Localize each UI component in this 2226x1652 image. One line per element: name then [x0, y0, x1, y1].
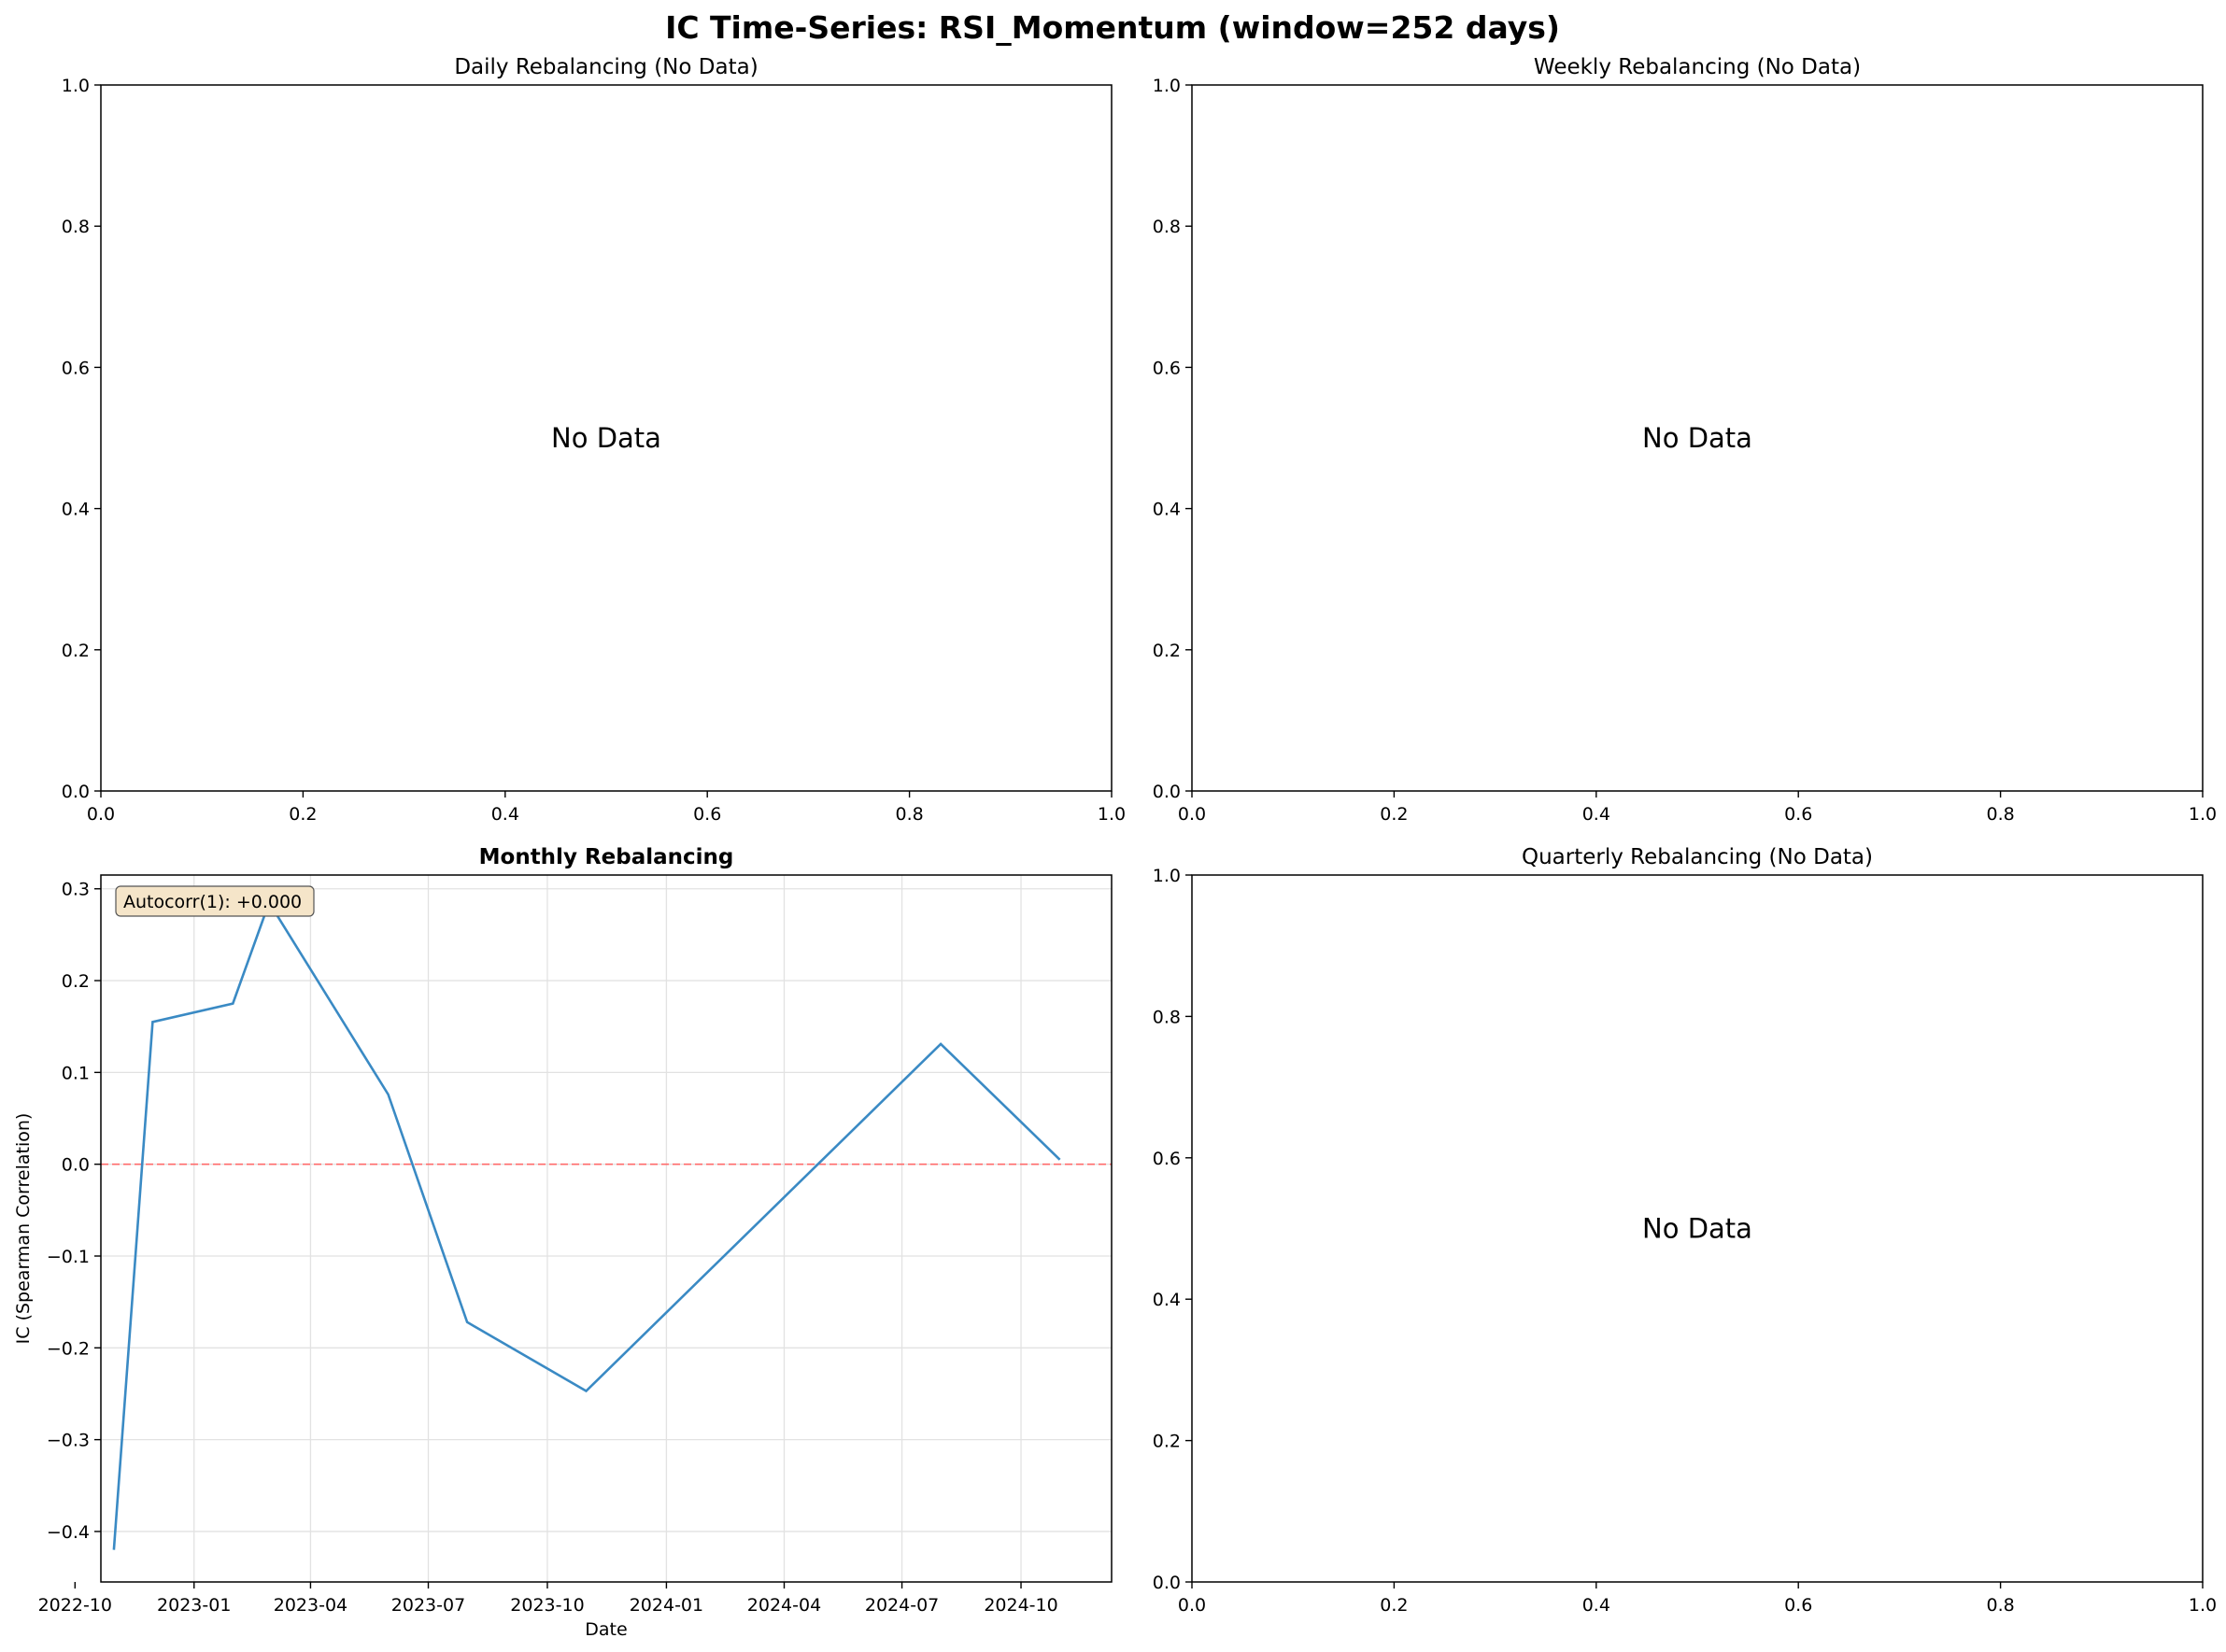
- subplot-title: Quarterly Rebalancing (No Data): [1522, 845, 1873, 869]
- ic-series-line: [112, 899, 1061, 1550]
- x-tick-label: 0.6: [1784, 804, 1812, 825]
- y-tick-label: 0.4: [1153, 500, 1181, 520]
- subplot-4: Quarterly Rebalancing (No Data) 0.0 0.2 0.4…: [1153, 845, 2217, 1616]
- y-tick-label: 0.8: [62, 217, 90, 237]
- subplot-title: Weekly Rebalancing (No Data): [1534, 55, 1861, 79]
- subplot-title: Monthly Rebalancing: [479, 845, 734, 869]
- x-tick-label: 0.2: [289, 804, 317, 825]
- x-tick-label: 2024-07: [865, 1595, 939, 1616]
- y-tick-label: 0.2: [1153, 641, 1181, 661]
- subplot-2: Weekly Rebalancing (No Data) 0.0 0.2 0.4 0.6…: [1153, 55, 2217, 825]
- x-tick-label: 0.0: [1178, 804, 1206, 825]
- y-tick-label: 0.0: [1153, 1573, 1181, 1593]
- x-tick-label: 0.2: [1380, 1595, 1408, 1616]
- x-tick-label: 0.0: [1178, 1595, 1206, 1616]
- y-tick-label: 0.6: [1153, 358, 1181, 378]
- x-tick-label: 2023-07: [391, 1595, 465, 1616]
- y-tick-label: 0.1: [62, 1063, 90, 1083]
- x-tick-label: 0.4: [1582, 804, 1610, 825]
- x-tick-label: 0.4: [1582, 1595, 1610, 1616]
- y-tick-label: 0.0: [62, 782, 90, 802]
- x-tick-label: 2022-10: [38, 1595, 112, 1616]
- axes-frame: [100, 874, 1113, 1583]
- x-tick-label: 0.0: [87, 804, 115, 825]
- x-tick-label: 0.4: [491, 804, 519, 825]
- x-tick-label: 0.8: [895, 804, 923, 825]
- x-tick-label: 0.6: [693, 804, 721, 825]
- figure-title: IC Time-Series: RSI_Momentum (window=252…: [665, 9, 1560, 46]
- y-tick-label: 1.0: [1153, 866, 1181, 886]
- x-tick-label: 0.2: [1380, 804, 1408, 825]
- annotation-text: Autocorr(1): +0.000: [123, 892, 302, 912]
- subplot-grid: Daily Rebalancing (No Data) 0.0 0.2 0.4 0.6 0…: [13, 55, 2217, 1640]
- y-tick-label: −0.1: [47, 1247, 90, 1267]
- y-tick-label: 1.0: [62, 76, 90, 96]
- x-tick-label: 0.8: [1986, 1595, 2014, 1616]
- x-tick-label: 0.6: [1784, 1595, 1812, 1616]
- y-tick-label: 0.4: [62, 500, 90, 520]
- y-axis-label: IC (Spearman Correlation): [13, 1113, 34, 1345]
- y-tick-label: 0.2: [62, 971, 90, 992]
- y-tick-label: 0.8: [1153, 217, 1181, 237]
- no-data-message: No Data: [1642, 422, 1752, 454]
- x-tick-label: 1.0: [1098, 804, 1126, 825]
- x-tick-label: 1.0: [2189, 1595, 2217, 1616]
- x-tick-label: 2023-01: [157, 1595, 231, 1616]
- x-tick-label: 2024-10: [984, 1595, 1057, 1616]
- subplot-1: Daily Rebalancing (No Data) 0.0 0.2 0.4 0.6 0…: [62, 55, 1126, 825]
- subplot-title: Daily Rebalancing (No Data): [454, 55, 758, 79]
- y-tick-label: −0.3: [47, 1431, 90, 1451]
- x-tick-label: 2024-04: [747, 1595, 821, 1616]
- x-tick-label: 1.0: [2189, 804, 2217, 825]
- x-tick-label: 2023-10: [510, 1595, 584, 1616]
- y-tick-label: 0.6: [1153, 1149, 1181, 1169]
- x-tick-label: 0.8: [1986, 804, 2014, 825]
- y-tick-label: 0.0: [62, 1155, 90, 1176]
- y-tick-label: −0.2: [47, 1338, 90, 1359]
- y-tick-label: −0.4: [47, 1522, 90, 1543]
- x-tick-label: 2023-04: [274, 1595, 347, 1616]
- x-tick-label: 2024-01: [630, 1595, 703, 1616]
- y-tick-label: 0.3: [62, 880, 90, 900]
- y-tick-label: 0.8: [1153, 1007, 1181, 1027]
- y-tick-label: 0.6: [62, 358, 90, 378]
- annotation-box: [115, 885, 315, 917]
- axes-frame: [1191, 874, 2204, 1583]
- subplot-3: Monthly Rebalancing 2022-10 2023-01 2023-04…: [13, 845, 1113, 1640]
- y-tick-label: 1.0: [1153, 76, 1181, 96]
- y-tick-label: 0.4: [1153, 1290, 1181, 1310]
- no-data-message: No Data: [1642, 1213, 1752, 1245]
- autocorr-annotation: Autocorr(1): +0.000: [115, 885, 315, 917]
- axes-frame: [1191, 84, 2204, 792]
- y-tick-label: 0.0: [1153, 782, 1181, 802]
- y-tick-label: 0.2: [62, 641, 90, 661]
- no-data-message: No Data: [551, 422, 661, 454]
- x-axis-label: Date: [585, 1619, 627, 1640]
- axes-frame: [100, 84, 1113, 792]
- y-tick-label: 0.2: [1153, 1432, 1181, 1452]
